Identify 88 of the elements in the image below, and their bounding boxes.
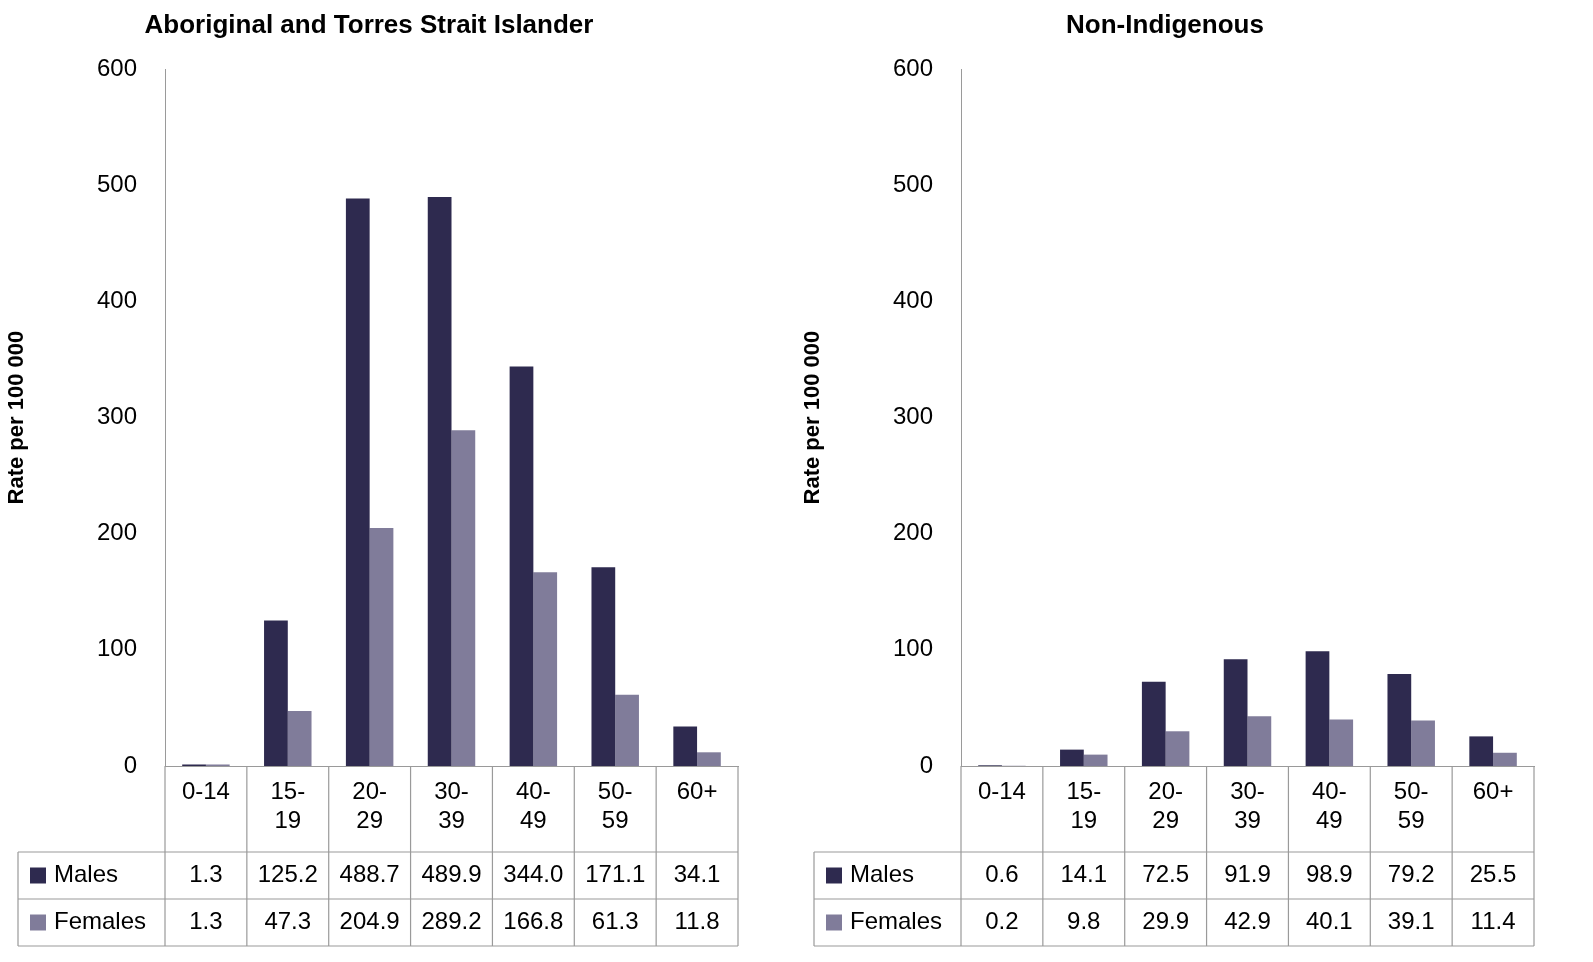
y-tick-label: 100 xyxy=(96,634,137,662)
y-tick-label: 300 xyxy=(96,402,137,430)
legend-label: Females xyxy=(54,907,147,935)
y-tick-label: 0 xyxy=(919,750,933,778)
x-tick-label: 60+ xyxy=(1472,777,1514,805)
y-tick-label: 300 xyxy=(892,402,933,430)
bar xyxy=(287,711,312,766)
data-label: 0.6 xyxy=(985,860,1019,888)
bar xyxy=(697,752,721,766)
bar xyxy=(1305,651,1330,766)
x-tick-label: 40-49 xyxy=(516,777,551,833)
data-label: 204.9 xyxy=(339,907,400,935)
bar xyxy=(533,572,558,766)
data-label: 29.9 xyxy=(1142,907,1189,935)
chart-title: Aboriginal and Torres Strait Islander xyxy=(144,8,594,39)
y-tick-label: 600 xyxy=(892,53,933,81)
data-label: 1.3 xyxy=(189,907,223,935)
data-label: 42.9 xyxy=(1224,907,1271,935)
data-label: 98.9 xyxy=(1306,860,1353,888)
data-label: 11.4 xyxy=(1470,907,1516,935)
bar xyxy=(451,430,476,766)
y-tick-label: 200 xyxy=(96,518,137,546)
bar xyxy=(1165,731,1190,766)
bar xyxy=(1411,720,1435,766)
y-tick-label: 400 xyxy=(96,286,137,314)
x-tick-label: 0-14 xyxy=(181,777,230,805)
x-tick-label: 50-59 xyxy=(597,777,633,833)
bar xyxy=(1083,754,1108,766)
bar xyxy=(1469,736,1494,766)
data-label: 79.2 xyxy=(1387,860,1435,888)
bar xyxy=(1141,681,1166,766)
y-axis-title: Rate per 100 000 xyxy=(799,330,825,505)
bar xyxy=(1329,719,1354,766)
x-tick-label: 20-29 xyxy=(352,777,387,833)
y-axis-title: Rate per 100 000 xyxy=(3,330,29,505)
bar xyxy=(264,620,288,766)
data-label: 166.8 xyxy=(503,907,564,935)
data-label: 61.3 xyxy=(591,907,639,935)
x-tick-label: 60+ xyxy=(676,777,718,805)
data-label: 72.5 xyxy=(1142,860,1189,888)
data-label: 40.1 xyxy=(1306,907,1353,935)
bar xyxy=(1060,749,1084,766)
x-tick-label: 0-14 xyxy=(977,777,1026,805)
bar xyxy=(1387,674,1412,766)
bar xyxy=(1223,659,1248,766)
data-label: 344.0 xyxy=(503,860,564,888)
legend-label: Males xyxy=(850,860,915,888)
data-label: 39.1 xyxy=(1387,907,1435,935)
x-tick-label: 20-29 xyxy=(1148,777,1183,833)
bar xyxy=(369,528,394,766)
data-label: 9.8 xyxy=(1067,907,1101,935)
data-label: 91.9 xyxy=(1224,860,1271,888)
legend-label: Males xyxy=(54,860,119,888)
legend-label: Females xyxy=(850,907,943,935)
y-tick-label: 500 xyxy=(892,169,933,197)
x-tick-label: 30-39 xyxy=(1230,777,1265,833)
y-tick-label: 0 xyxy=(123,750,137,778)
y-tick-label: 400 xyxy=(892,286,933,314)
data-label: 25.5 xyxy=(1469,860,1517,888)
chart-title: Non-Indigenous xyxy=(1066,8,1264,39)
x-tick-label: 50-59 xyxy=(1393,777,1429,833)
x-tick-label: 30-39 xyxy=(434,777,469,833)
data-label: 289.2 xyxy=(421,907,482,935)
bar xyxy=(345,198,370,766)
x-tick-label: 40-49 xyxy=(1312,777,1347,833)
bar xyxy=(509,366,534,766)
x-tick-label: 15-19 xyxy=(1066,777,1102,833)
data-label: 488.7 xyxy=(339,860,400,888)
bar xyxy=(591,567,616,766)
data-label: 34.1 xyxy=(673,860,721,888)
y-tick-label: 200 xyxy=(892,518,933,546)
bar xyxy=(673,726,698,766)
y-tick-label: 500 xyxy=(96,169,137,197)
bar xyxy=(615,694,639,766)
bar xyxy=(1247,716,1272,766)
data-label: 171.1 xyxy=(585,860,646,888)
data-label: 47.3 xyxy=(264,907,312,935)
x-tick-label: 15-19 xyxy=(270,777,306,833)
data-label: 125.2 xyxy=(257,860,318,888)
y-tick-label: 600 xyxy=(96,53,137,81)
data-label: 11.8 xyxy=(674,907,720,935)
data-label: 14.1 xyxy=(1060,860,1108,888)
data-label: 1.3 xyxy=(189,860,223,888)
data-label: 489.9 xyxy=(421,860,482,888)
data-label: 0.2 xyxy=(985,907,1019,935)
y-tick-label: 100 xyxy=(892,634,933,662)
bar xyxy=(1493,752,1517,766)
bar xyxy=(427,197,452,766)
